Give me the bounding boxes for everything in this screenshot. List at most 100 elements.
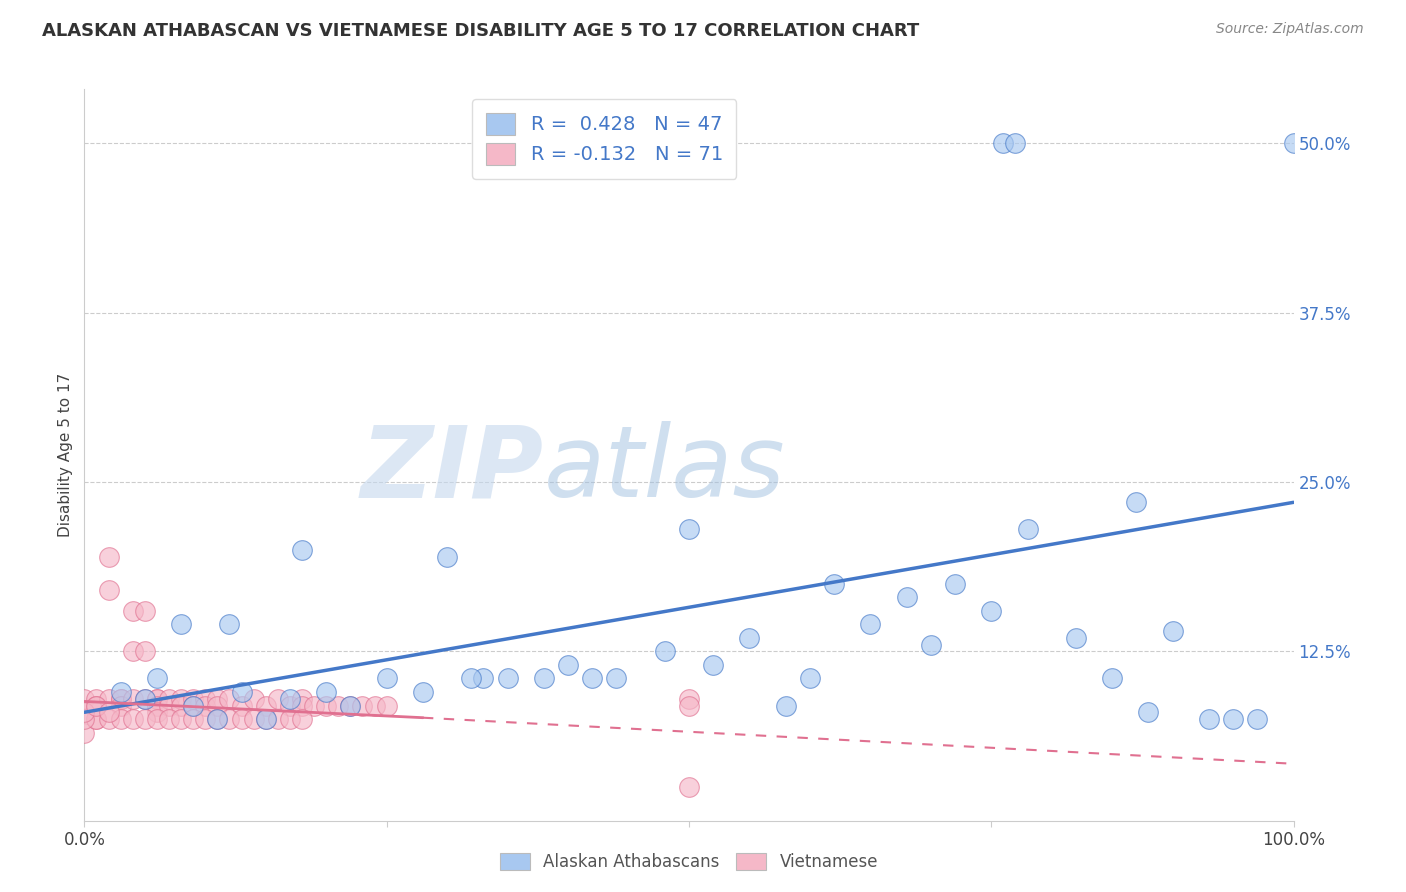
Point [73,712,96,726]
Point [363,698,385,713]
Point [146,691,169,706]
Point [170,617,193,632]
Point [181,698,204,713]
Point [896,590,918,604]
Point [146,672,169,686]
Point [1161,624,1184,638]
Point [97,706,120,720]
Point [920,638,942,652]
Point [291,712,314,726]
Point [1064,631,1087,645]
Point [207,712,229,726]
Point [254,712,277,726]
Point [73,691,96,706]
Point [170,698,193,713]
Point [218,691,240,706]
Point [436,549,458,564]
Point [207,712,229,726]
Point [110,685,132,699]
Point [170,712,193,726]
Point [86,698,108,713]
Point [823,576,845,591]
Point [352,698,374,713]
Point [654,644,676,658]
Point [302,698,325,713]
Point [181,712,204,726]
Point [86,712,108,726]
Point [254,712,277,726]
Point [146,691,169,706]
Point [291,542,314,557]
Point [799,672,821,686]
Point [1125,495,1147,509]
Point [678,691,700,706]
Point [121,604,143,618]
Point [121,712,143,726]
Point [86,691,108,706]
Point [557,657,579,672]
Point [315,685,337,699]
Point [194,691,217,706]
Point [157,712,180,726]
Point [278,691,301,706]
Point [1222,712,1244,726]
Point [678,780,700,794]
Point [157,691,180,706]
Point [315,698,337,713]
Point [1137,706,1160,720]
Point [181,698,204,713]
Point [134,691,156,706]
Point [533,672,555,686]
Point [134,712,156,726]
Point [412,685,434,699]
Point [460,672,482,686]
Point [1101,672,1123,686]
Point [86,712,108,726]
Point [291,698,314,713]
Y-axis label: Disability Age 5 to 17: Disability Age 5 to 17 [58,373,73,537]
Point [339,698,361,713]
Point [218,712,240,726]
Text: Source: ZipAtlas.com: Source: ZipAtlas.com [1216,22,1364,37]
Point [97,549,120,564]
Point [859,617,882,632]
Legend: Alaskan Athabascans, Vietnamese: Alaskan Athabascans, Vietnamese [494,847,884,878]
Point [375,698,398,713]
Point [207,698,229,713]
Text: ZIP: ZIP [361,421,544,518]
Point [1282,136,1305,151]
Point [73,706,96,720]
Point [231,685,253,699]
Point [605,672,627,686]
Point [86,698,108,713]
Point [242,691,264,706]
Point [1017,523,1039,537]
Point [278,698,301,713]
Point [267,712,290,726]
Point [218,617,240,632]
Point [134,691,156,706]
Point [110,691,132,706]
Point [207,691,229,706]
Point [146,706,169,720]
Point [170,691,193,706]
Point [943,576,966,591]
Point [775,698,797,713]
Point [267,691,290,706]
Point [231,698,253,713]
Point [472,672,495,686]
Point [738,631,761,645]
Point [97,712,120,726]
Point [157,698,180,713]
Point [678,698,700,713]
Point [254,698,277,713]
Point [121,644,143,658]
Point [1004,136,1026,151]
Text: atlas: atlas [544,421,786,518]
Text: ALASKAN ATHABASCAN VS VIETNAMESE DISABILITY AGE 5 TO 17 CORRELATION CHART: ALASKAN ATHABASCAN VS VIETNAMESE DISABIL… [42,22,920,40]
Point [702,657,724,672]
Point [146,698,169,713]
Point [328,698,350,713]
Point [97,691,120,706]
Point [375,672,398,686]
